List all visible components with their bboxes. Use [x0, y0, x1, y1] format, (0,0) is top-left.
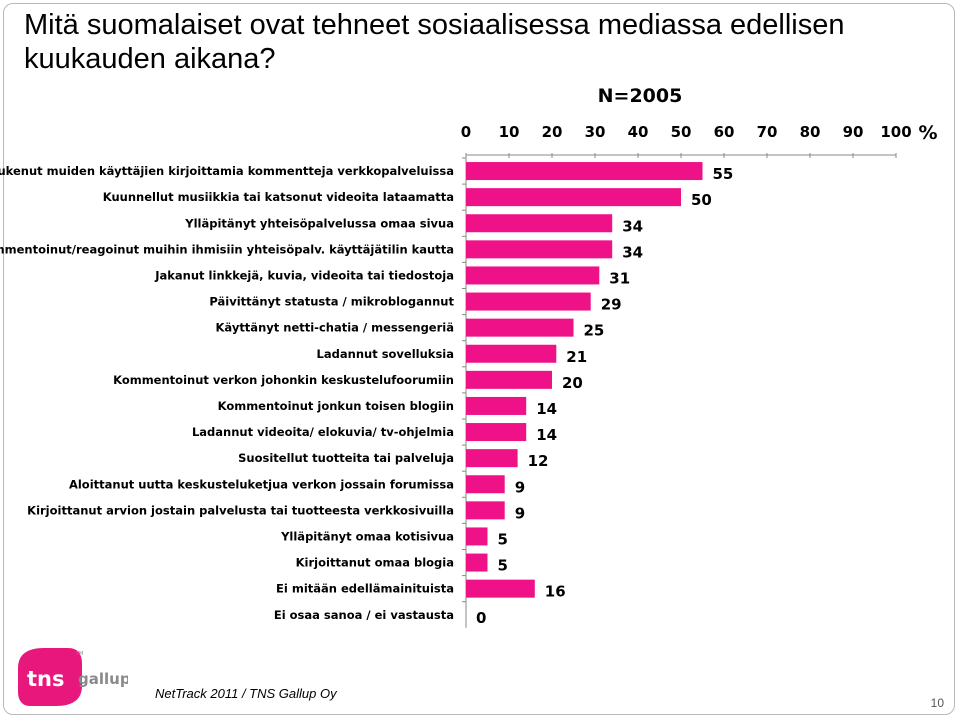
- slide-frame: [3, 3, 955, 715]
- category-label: Ei osaa sanoa / ei vastausta: [274, 608, 454, 622]
- category-label: Kirjoittanut omaa blogia: [296, 556, 454, 570]
- x-tick-label: 70: [757, 123, 778, 141]
- bar-value-label: 34: [622, 243, 643, 261]
- category-label: Ei mitään edellämainituista: [276, 582, 454, 596]
- category-label: Kommentoinut jonkun toisen blogiin: [218, 399, 454, 413]
- bar: [466, 214, 613, 233]
- x-tick-label: 0: [461, 123, 471, 141]
- bar: [466, 475, 505, 494]
- logo-shape: [18, 648, 82, 706]
- x-tick-label: 20: [542, 123, 563, 141]
- bar-value-label: 5: [498, 530, 508, 548]
- bar-value-label: 9: [515, 478, 525, 496]
- bar-value-label: 12: [528, 452, 549, 470]
- x-tick-label: 60: [714, 123, 735, 141]
- category-label: Ladannut sovelluksia: [317, 347, 454, 361]
- sample-size-label: N=2005: [598, 85, 683, 107]
- x-tick-label: 100: [880, 123, 911, 141]
- bar: [466, 188, 681, 207]
- x-tick-label: 50: [671, 123, 692, 141]
- x-tick-label: 10: [499, 123, 520, 141]
- tns-gallup-logo: tns gallup TM: [18, 648, 128, 706]
- bar: [466, 292, 591, 311]
- slide-title: Mitä suomalaiset ovat tehneet sosiaalise…: [24, 9, 845, 75]
- footer-source: NetTrack 2011 / TNS Gallup Oy: [155, 686, 337, 701]
- bar: [466, 266, 600, 285]
- bar: [466, 344, 557, 363]
- x-tick-label: 90: [843, 123, 864, 141]
- bar-value-label: 5: [498, 557, 508, 575]
- bar-value-label: 50: [691, 191, 712, 209]
- bar-value-label: 21: [566, 348, 587, 366]
- category-label: Kommentoinut/reagoinut muihin ihmisiin y…: [0, 242, 454, 256]
- category-label: Kuunnellut musiikkia tai katsonut videoi…: [103, 190, 454, 204]
- bar: [466, 162, 703, 181]
- bar: [466, 318, 574, 337]
- category-label: Ylläpitänyt omaa kotisivua: [280, 529, 454, 543]
- bar: [466, 370, 552, 389]
- bar-value-label: 29: [601, 296, 622, 314]
- category-label: Päivittänyt statusta / mikroblogannut: [209, 295, 454, 309]
- category-label: Käyttänyt netti-chatia / messengeriä: [216, 321, 455, 335]
- bar-value-label: 31: [609, 269, 630, 287]
- logo-trademark: TM: [75, 651, 83, 657]
- category-label: Suositellut tuotteita tai palveluja: [238, 451, 454, 465]
- bar: [466, 501, 505, 520]
- category-label: Ladannut videoita/ elokuvia/ tv-ohjelmia: [192, 425, 454, 439]
- bar-value-label: 25: [584, 322, 605, 340]
- bar-value-label: 16: [545, 583, 566, 601]
- bar-value-label: 0: [476, 609, 486, 627]
- bar: [466, 553, 488, 572]
- bar-value-label: 9: [515, 504, 525, 522]
- bar-value-label: 20: [562, 374, 583, 392]
- bar: [466, 449, 518, 468]
- category-label: Lukenut muiden käyttäjien kirjoittamia k…: [0, 164, 454, 178]
- x-tick-label: 80: [800, 123, 821, 141]
- logo-brand: tns: [27, 667, 65, 691]
- bar: [466, 527, 488, 546]
- bar: [466, 423, 527, 442]
- bar: [466, 240, 613, 259]
- category-label: Aloittanut uutta keskusteluketjua verkon…: [69, 477, 454, 491]
- category-label: Kommentoinut verkon johonkin keskusteluf…: [113, 373, 454, 387]
- category-label: Kirjoittanut arvion jostain palvelusta t…: [27, 503, 454, 517]
- category-label: Jakanut linkkejä, kuvia, videoita tai ti…: [154, 268, 454, 282]
- x-tick-label: 40: [628, 123, 649, 141]
- bar-value-label: 14: [536, 400, 557, 418]
- bar-value-label: 14: [536, 426, 557, 444]
- bar: [466, 396, 527, 415]
- category-label: Ylläpitänyt yhteisöpalvelussa omaa sivua: [184, 216, 454, 230]
- bar-value-label: 55: [713, 165, 734, 183]
- bar-value-label: 34: [622, 217, 643, 235]
- bar: [466, 579, 535, 598]
- percent-unit-label: %: [918, 122, 937, 144]
- logo-sub: gallup: [78, 670, 128, 688]
- x-tick-label: 30: [585, 123, 606, 141]
- page-number: 10: [930, 696, 944, 710]
